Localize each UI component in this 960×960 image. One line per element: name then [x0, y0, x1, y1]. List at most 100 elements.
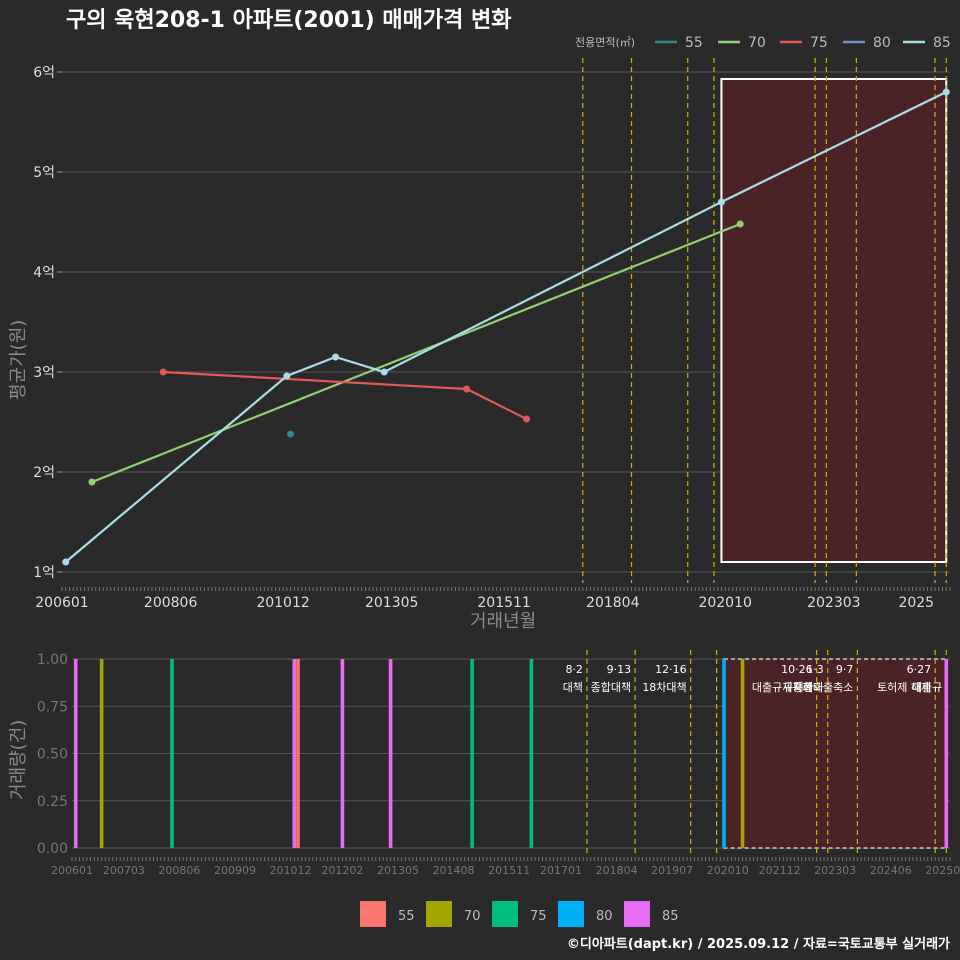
price-y-axis: 1억 2억 3억 4억 5억 6억: [33, 65, 62, 581]
price-x-tick-label: 202303: [807, 595, 860, 611]
volume-x-tick-label: 201202: [321, 864, 363, 877]
volume-x-axis: 200601 200703 200806 200909 201012 201202 2013…: [51, 864, 960, 877]
price-x-tick-label: 201511: [477, 595, 530, 611]
price-y-tick-label: 6억: [33, 65, 55, 81]
policy-labels: 8·2 대책 9·13 종합대책 12·16 18차대책 10·26 대출규제강화 1·3 규제완…: [563, 663, 943, 694]
price-point-70: [736, 220, 744, 228]
price-y-tick-label: 1억: [33, 565, 55, 581]
volume-x-tick-label: 201907: [651, 864, 693, 877]
price-x-tick-label: 2025: [898, 595, 934, 611]
price-x-axis-title: 거래년월: [470, 611, 536, 632]
policy-label-date: 9·13: [607, 663, 632, 676]
volume-x-tick-label: 200909: [214, 864, 256, 877]
volume-x-tick-label: 201804: [596, 864, 638, 877]
price-legend-title: 전용면적(㎡): [575, 36, 635, 49]
price-policy-lines: [582, 58, 947, 583]
price-highlight-region: [720, 78, 948, 563]
volume-bar-55: [296, 659, 300, 848]
price-y-tick-label: 2억: [33, 465, 55, 481]
price-point-75: [523, 415, 531, 423]
volume-x-tick-label: 201511: [488, 864, 530, 877]
volume-legend-swatch-75: [492, 901, 518, 927]
volume-bar-85: [944, 659, 949, 848]
volume-bars: [73, 659, 949, 848]
price-legend: 전용면적(㎡) 55 70 75 80 85: [575, 35, 951, 51]
price-x-tick-label: 201012: [256, 595, 309, 611]
price-point-85: [942, 88, 950, 96]
price-point-85: [332, 353, 340, 361]
volume-x-tick-label: 201408: [433, 864, 475, 877]
volume-bar-85: [292, 659, 297, 848]
price-highlight-box: [720, 78, 948, 563]
price-legend-label-55: 55: [685, 35, 703, 51]
price-point-85: [283, 372, 291, 380]
volume-y-tick-label: 0.00: [37, 841, 68, 857]
volume-x-tick-label: 202406: [870, 864, 912, 877]
volume-x-tick-label: 200601: [51, 864, 93, 877]
price-point-85: [380, 368, 388, 376]
volume-y-tick-label: 0.75: [37, 699, 68, 715]
price-legend-label-75: 75: [810, 35, 828, 51]
volume-y-tick-label: 0.25: [37, 794, 68, 810]
policy-label-name: 대출규: [912, 681, 942, 694]
volume-legend-swatch-85: [624, 901, 650, 927]
price-y-tick-label: 3억: [33, 365, 55, 381]
volume-x-tick-label: 202509: [925, 864, 960, 877]
volume-legend: 55 70 75 80 85: [360, 901, 679, 927]
volume-bar-80: [722, 659, 726, 848]
volume-legend-label-70: 70: [464, 909, 481, 924]
volume-x-tick-label: 202303: [814, 864, 856, 877]
price-point-55: [287, 430, 295, 438]
volume-x-tick-label: 200703: [103, 864, 145, 877]
price-x-tick-label: 201804: [586, 595, 640, 611]
price-line-85: [64, 91, 947, 563]
volume-x-tick-label: 200806: [158, 864, 200, 877]
volume-legend-swatch-70: [426, 901, 452, 927]
price-line-70: [91, 222, 741, 484]
price-y-tick-label: 5억: [33, 165, 55, 181]
policy-label-date: 10·26: [781, 663, 813, 676]
volume-x-minor-ticks: [71, 857, 951, 861]
volume-y-axis-title: 거래량(건): [8, 720, 29, 800]
volume-y-axis: 0.00 0.25 0.50 0.75 1.00: [37, 652, 68, 857]
volume-legend-label-85: 85: [662, 909, 679, 924]
policy-label-name: 대출규제강화: [752, 681, 813, 694]
chart-title: 구의 욱현208-1 아파트(2001) 매매가격 변화: [66, 8, 511, 33]
volume-bar-70: [740, 659, 745, 848]
volume-legend-swatch-55: [360, 901, 386, 927]
volume-x-tick-label: 201012: [270, 864, 312, 877]
price-x-axis: 200601 200806 201012 201305 201511 201804 2020…: [35, 595, 934, 611]
policy-label-date: 6·27: [907, 663, 932, 676]
policy-label-date: 12·16: [655, 663, 687, 676]
price-point-75: [159, 368, 167, 376]
price-x-tick-label: 201305: [365, 595, 418, 611]
volume-bar-75: [170, 659, 174, 848]
volume-x-tick-label: 202010: [707, 864, 749, 877]
price-point-75: [463, 385, 471, 393]
policy-label-date: 8·2: [565, 663, 583, 676]
volume-legend-label-80: 80: [596, 909, 613, 924]
volume-legend-label-75: 75: [530, 909, 547, 924]
volume-legend-swatch-80: [558, 901, 584, 927]
policy-label-date: 1·3: [806, 663, 824, 676]
price-x-tick-label: 200806: [144, 595, 198, 611]
price-x-tick-label: 200601: [35, 595, 88, 611]
price-legend-label-70: 70: [748, 35, 766, 51]
price-point-85: [62, 558, 70, 566]
price-x-minor-ticks: [61, 587, 951, 591]
price-point-70: [88, 478, 96, 486]
volume-y-tick-label: 1.00: [37, 652, 68, 668]
volume-legend-label-55: 55: [398, 909, 415, 924]
price-point-85: [717, 198, 725, 206]
volume-x-tick-label: 201305: [377, 864, 419, 877]
price-gridlines: [62, 71, 950, 573]
policy-label-date: 9·7: [836, 663, 854, 676]
policy-label-name: 대책: [563, 681, 583, 694]
volume-y-tick-label: 0.50: [37, 747, 68, 763]
volume-bar-75: [529, 659, 534, 848]
price-legend-label-85: 85: [933, 35, 951, 51]
footer-credit: ©디아파트(dapt.kr) / 2025.09.12 / 자료=국토교통부 실…: [567, 936, 950, 952]
price-y-axis-title: 평균가(원): [8, 320, 29, 400]
price-y-tick-label: 4억: [33, 265, 55, 281]
